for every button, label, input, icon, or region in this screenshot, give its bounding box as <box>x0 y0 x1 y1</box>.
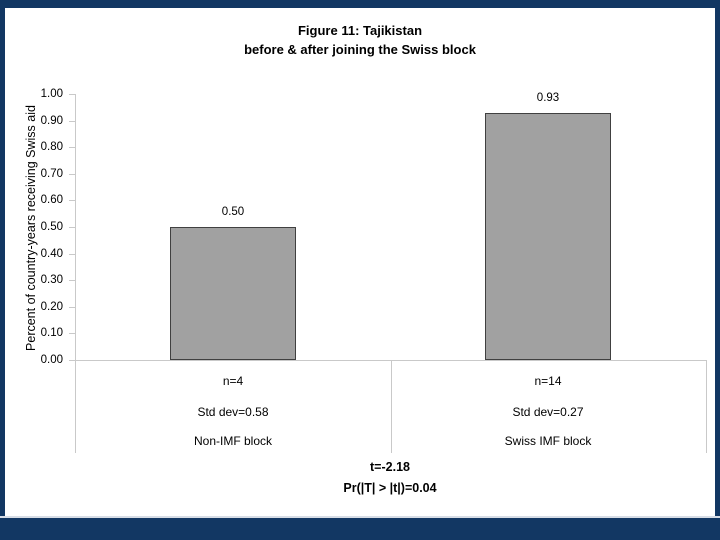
y-axis-tick-mark <box>69 147 75 148</box>
category-stddev-label: Std dev=0.27 <box>512 405 584 419</box>
y-axis-tick-label: 1.00 <box>40 88 63 100</box>
bar-non-imf-block <box>170 227 296 360</box>
chart-title-line-1: Figure 11: Tajikistan <box>297 23 423 38</box>
y-axis-tick-mark <box>69 227 75 228</box>
y-axis-line <box>75 94 76 453</box>
y-axis-tick-mark <box>69 333 75 334</box>
y-axis-tick-label: 0.80 <box>40 141 63 154</box>
y-axis-tick-mark <box>69 94 75 95</box>
y-axis-tick-mark <box>69 307 75 308</box>
y-axis-tick-label: 0.50 <box>40 221 63 233</box>
category-stddev-label: Std dev=0.58 <box>197 405 269 419</box>
y-axis-tick-mark <box>69 254 75 255</box>
chart-title-line-2: before & after joining the Swiss block <box>244 42 476 57</box>
category-name-label: Non-IMF block <box>193 434 273 448</box>
category-name-label: Swiss IMF block <box>504 434 592 448</box>
category-divider-line <box>391 360 392 453</box>
x-axis-line <box>75 360 706 361</box>
p-value-label: Pr(|T| > |t|)=0.04 <box>343 481 437 495</box>
y-axis-tick-label: 0.20 <box>40 300 63 313</box>
y-axis-tick-label: 0.90 <box>40 114 63 127</box>
y-axis-tick-mark <box>69 174 75 175</box>
bar-value-label: 0.50 <box>221 206 245 218</box>
y-axis-tick-mark <box>69 200 75 201</box>
y-axis-tick-label: 0.00 <box>40 354 63 366</box>
y-axis-tick-label: 0.60 <box>40 194 63 207</box>
y-axis-tick-mark <box>69 280 75 281</box>
bottom-accent-line <box>0 516 720 518</box>
y-axis-tick-mark <box>69 121 75 122</box>
y-axis-tick-mark <box>69 360 75 361</box>
y-axis-tick-label: 0.40 <box>40 247 63 260</box>
category-n-label: n=4 <box>222 374 244 388</box>
y-axis-tick-label: 0.30 <box>40 274 63 287</box>
t-statistic-label: t=-2.18 <box>370 460 410 474</box>
category-divider-line <box>706 360 707 453</box>
y-axis-tick-label: 0.10 <box>40 327 63 340</box>
bar-value-label: 0.93 <box>536 92 560 104</box>
category-n-label: n=14 <box>534 374 562 388</box>
bar-swiss-imf-block <box>485 113 611 360</box>
y-axis-tick-label: 0.70 <box>40 167 63 180</box>
